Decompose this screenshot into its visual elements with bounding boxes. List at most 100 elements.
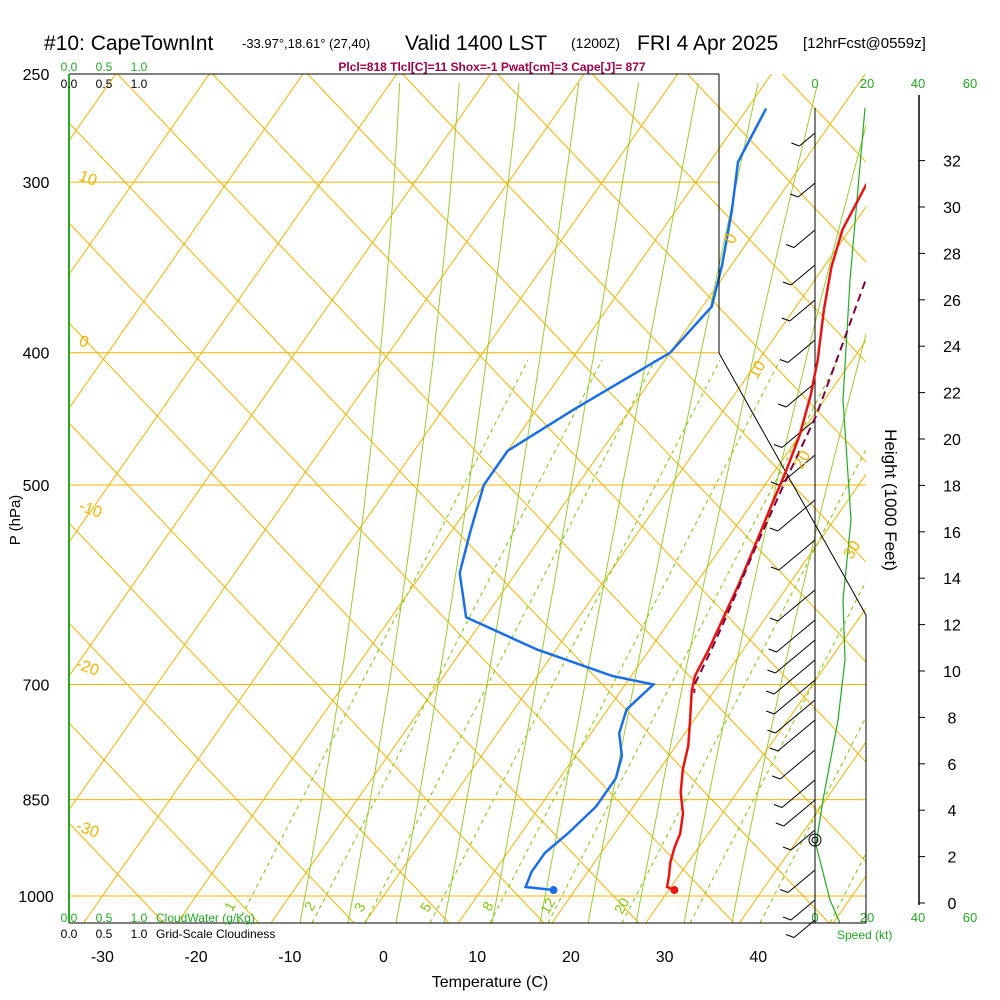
axes: 2503004005007008501000100-10-20-30010203… [18, 67, 864, 966]
frame-right-lower [718, 352, 867, 923]
adiabat-line [307, 74, 866, 663]
sounding-traces [458, 108, 866, 895]
mixing-ratio-line [547, 359, 839, 923]
cloudiness-scale-label: 1.0 [131, 77, 148, 91]
speed-tick-label: 40 [911, 76, 925, 91]
wind-barb [779, 749, 816, 780]
mixing-ratio-line [364, 359, 656, 923]
wind-barb [777, 499, 816, 532]
adiabat-line [69, 722, 260, 923]
cloudiness-label: Grid-Scale Cloudiness [156, 927, 275, 941]
forecast-date: FRI 4 Apr 2025 [637, 32, 778, 55]
mixing-ratio-line [311, 359, 603, 923]
valid-time: Valid 1400 LST [405, 32, 547, 55]
moist-adiabat-line [587, 82, 759, 923]
mixing-ratio-line [759, 716, 866, 923]
wind-barb [781, 779, 816, 808]
wind-barb [790, 899, 816, 921]
wind-barb-flag [773, 804, 783, 808]
temperature-tick-label: 20 [562, 949, 580, 966]
adiabat-line [592, 74, 866, 363]
mixing-ratio-line [429, 359, 721, 923]
isotherm-label: 20 [791, 448, 815, 472]
wind-barb [778, 539, 816, 571]
isotherm-line [457, 339, 866, 923]
speed-tick-label: 20 [860, 76, 874, 91]
height-tick-label: 30 [943, 200, 961, 217]
adiabat-line [69, 322, 640, 923]
mixing-ratio-label: 12 [537, 895, 559, 917]
isotherm-label: -30 [74, 818, 102, 842]
temperature-tick-label: 0 [379, 949, 388, 966]
x-axis-title: Temperature (C) [432, 974, 548, 991]
background-grid [69, 74, 866, 923]
height-axis-title: Height (1000 Feet) [881, 429, 900, 571]
isotherm-line [69, 74, 210, 276]
height-tick-label: 6 [948, 757, 957, 774]
wind-speed-profile [815, 107, 866, 924]
adiabat-line [69, 622, 355, 923]
mixing-ratio-label: 3 [351, 900, 369, 915]
height-tick-label: 26 [943, 293, 961, 310]
wind-barb-flag [782, 281, 792, 286]
isotherm-label: 0 [77, 333, 91, 352]
wind-barb-flag [766, 690, 775, 695]
y-axis-title: P (hPa) [7, 495, 24, 546]
isotherm-line [69, 74, 585, 811]
speed-tick-label: 60 [963, 910, 977, 925]
temperature-tick-label: -10 [278, 949, 301, 966]
mixing-ratio-line [689, 580, 866, 923]
wind-barb [787, 339, 816, 363]
speed-tick-label: 20 [860, 910, 874, 925]
wind-barb [789, 299, 816, 322]
temperature-tick-label: 10 [468, 949, 486, 966]
wind-barb-flag [773, 444, 783, 448]
isotherm-line [645, 607, 866, 923]
pressure-tick-label: 500 [23, 478, 50, 495]
utc-time: (1200Z) [571, 35, 620, 51]
dewpoint-surface-point [549, 886, 558, 895]
moist-adiabat-line [347, 82, 460, 923]
wind-barb [776, 619, 816, 653]
wind-barb-flag [769, 617, 778, 622]
cloudwater-scale-label: 1.0 [131, 60, 148, 74]
isotherm-label: -10 [77, 498, 105, 522]
wind-barb [773, 659, 816, 695]
temperature-tick-label: -20 [185, 949, 208, 966]
isotherm-line [176, 74, 772, 923]
moist-adiabat-line [635, 82, 819, 923]
wind-barb [797, 182, 816, 198]
wind-barb [790, 264, 816, 286]
wind-barb [785, 382, 816, 408]
cloudiness-scale-label: 0.0 [61, 927, 78, 941]
mixing-ratio-line [489, 359, 781, 923]
temperature-tick-label: 30 [656, 949, 674, 966]
isotherm-line [270, 74, 866, 923]
stability-indices: Plcl=818 Tlcl[C]=11 Shox=-1 Pwat[cm]=3 C… [338, 60, 645, 74]
adiabat-line [69, 122, 830, 923]
isotherm-label: 10 [746, 358, 770, 382]
wind-barb [773, 679, 816, 715]
wind-barb-flag [779, 359, 789, 363]
mixing-ratio-line [829, 852, 866, 923]
height-tick-label: 14 [943, 571, 961, 588]
cloudiness-scale-label: 1.0 [131, 927, 148, 941]
moist-adiabat-line [299, 82, 401, 923]
wind-barb-flag [785, 244, 795, 248]
wind-barb [793, 229, 816, 248]
wind-barb [790, 829, 816, 851]
cloudiness-scale-label: 0.5 [96, 77, 113, 91]
isotherm-line [364, 205, 866, 923]
wind-barb-flag [768, 648, 777, 653]
wind-barb-flag [782, 846, 792, 851]
station-coords: -33.97°,18.61° (27,40) [242, 36, 370, 51]
adiabat-line [212, 74, 866, 763]
height-tick-label: 0 [948, 896, 957, 913]
adiabat-line [497, 74, 866, 463]
height-tick-label: 20 [943, 432, 961, 449]
dewpoint-trace [458, 108, 768, 892]
moist-adiabat-line [539, 82, 699, 923]
adiabat-line [687, 74, 866, 263]
pressure-tick-label: 1000 [18, 889, 54, 906]
